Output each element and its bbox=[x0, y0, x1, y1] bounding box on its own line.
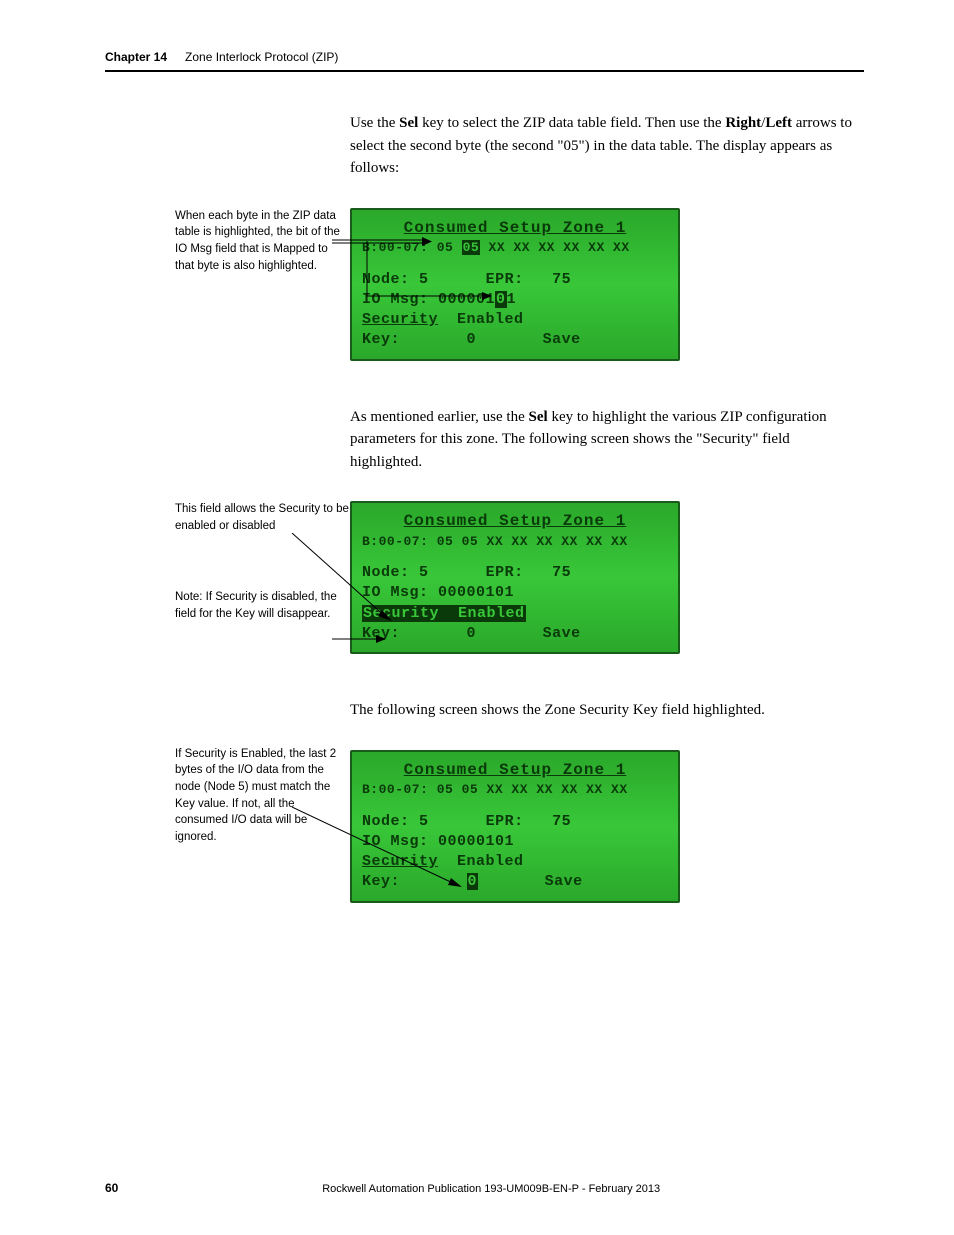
figure-2: This field allows the Security to be ena… bbox=[350, 501, 864, 654]
lcd-row-security: Security Enabled bbox=[362, 310, 668, 330]
lcd-row-iomsg: IO Msg: 00000101 bbox=[362, 290, 668, 310]
paragraph-3: The following screen shows the Zone Secu… bbox=[350, 699, 864, 722]
lcd-bytes-row: B:00-07: 05 05 XX XX XX XX XX XX bbox=[362, 239, 668, 257]
page-header: Chapter 14 Zone Interlock Protocol (ZIP) bbox=[105, 50, 864, 72]
lcd-title: Consumed Setup Zone 1 bbox=[362, 218, 668, 240]
highlighted-bit: 0 bbox=[495, 291, 507, 308]
lcd-screen-3: Consumed Setup Zone 1 B:00-07: 05 05 XX … bbox=[350, 750, 680, 903]
lcd-row-iomsg: IO Msg: 00000101 bbox=[362, 583, 668, 603]
highlighted-field: Security Enabled bbox=[362, 605, 526, 622]
lcd-bytes-row: B:00-07: 05 05 XX XX XX XX XX XX bbox=[362, 533, 668, 551]
figure-2-annotation-2: Note: If Security is disabled, the field… bbox=[175, 589, 350, 622]
lcd-row-key: Key: 0 Save bbox=[362, 872, 668, 892]
lcd-row-iomsg: IO Msg: 00000101 bbox=[362, 832, 668, 852]
lcd-screen-1: Consumed Setup Zone 1 B:00-07: 05 05 XX … bbox=[350, 208, 680, 361]
page-number: 60 bbox=[105, 1181, 118, 1195]
lcd-row-security: Security Enabled bbox=[362, 604, 668, 624]
lcd-row-node: Node: 5 EPR: 75 bbox=[362, 812, 668, 832]
lcd-bytes-row: B:00-07: 05 05 XX XX XX XX XX XX bbox=[362, 781, 668, 799]
highlighted-key: 0 bbox=[467, 873, 479, 890]
lcd-title: Consumed Setup Zone 1 bbox=[362, 511, 668, 533]
figure-3: If Security is Enabled, the last 2 bytes… bbox=[350, 750, 864, 903]
lcd-row-key: Key: 0 Save bbox=[362, 624, 668, 644]
page-footer: 60 Rockwell Automation Publication 193-U… bbox=[105, 1181, 864, 1195]
lcd-row-node: Node: 5 EPR: 75 bbox=[362, 270, 668, 290]
chapter-label: Chapter 14 bbox=[105, 50, 167, 64]
publication-line: Rockwell Automation Publication 193-UM00… bbox=[322, 1183, 660, 1195]
highlighted-byte: 05 bbox=[462, 240, 481, 255]
lcd-body: Node: 5 EPR: 75 IO Msg: 00000101 Securit… bbox=[362, 812, 668, 893]
figure-3-annotation: If Security is Enabled, the last 2 bytes… bbox=[175, 746, 350, 846]
lcd-body: Node: 5 EPR: 75 IO Msg: 00000101 Securit… bbox=[362, 563, 668, 644]
lcd-title: Consumed Setup Zone 1 bbox=[362, 760, 668, 782]
paragraph-1: Use the Sel key to select the ZIP data t… bbox=[350, 112, 864, 180]
lcd-row-node: Node: 5 EPR: 75 bbox=[362, 563, 668, 583]
figure-2-annotation-1: This field allows the Security to be ena… bbox=[175, 501, 350, 534]
figure-1: When each byte in the ZIP data table is … bbox=[350, 208, 864, 361]
chapter-title: Zone Interlock Protocol (ZIP) bbox=[185, 50, 338, 64]
figure-2-annotations: This field allows the Security to be ena… bbox=[175, 501, 350, 623]
paragraph-2: As mentioned earlier, use the Sel key to… bbox=[350, 406, 864, 474]
figure-1-annotation: When each byte in the ZIP data table is … bbox=[175, 208, 350, 275]
lcd-row-key: Key: 0 Save bbox=[362, 330, 668, 350]
lcd-body: Node: 5 EPR: 75 IO Msg: 00000101 Securit… bbox=[362, 270, 668, 351]
lcd-row-security: Security Enabled bbox=[362, 852, 668, 872]
lcd-screen-2: Consumed Setup Zone 1 B:00-07: 05 05 XX … bbox=[350, 501, 680, 654]
page: Chapter 14 Zone Interlock Protocol (ZIP)… bbox=[0, 0, 954, 1235]
